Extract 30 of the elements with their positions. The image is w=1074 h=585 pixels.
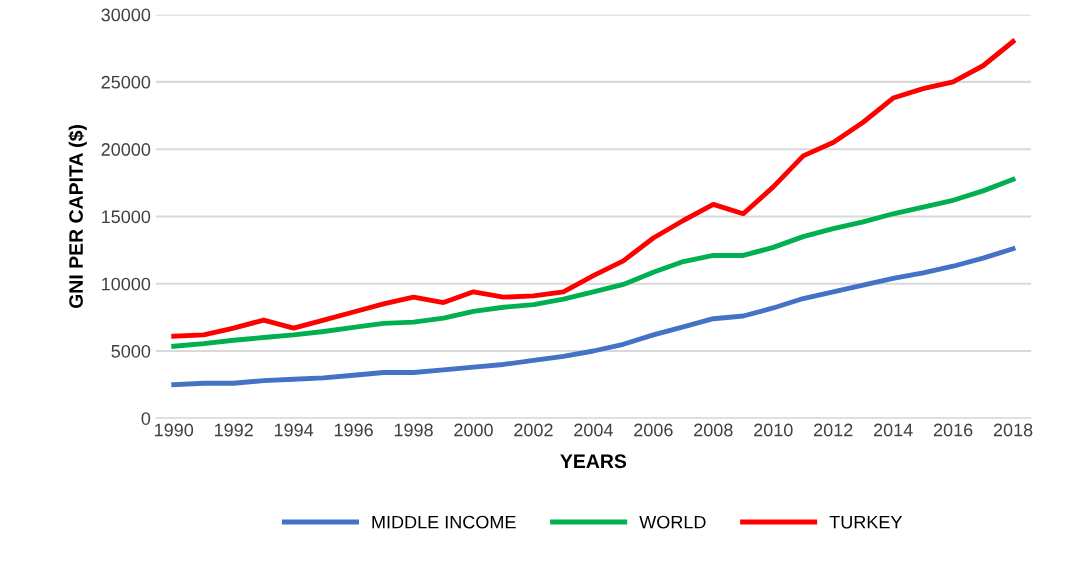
y-tick-label: 25000 [101,75,151,89]
y-tick-label: 0 [141,412,151,425]
x-tick-label: 1996 [334,423,373,437]
x-tick-label: 2010 [754,423,793,437]
x-tick-label: 2000 [454,423,493,437]
y-tick-label: 20000 [101,143,151,156]
x-tick-label: 1990 [155,423,194,437]
x-tick-label: 2012 [814,423,853,437]
line-series [171,39,1016,339]
line-series [171,246,1016,388]
legend-label: TURKEY [829,515,903,529]
legend-label: WORLD [639,515,706,529]
y-axis-title: GNI PER CAPITA ($) [68,125,87,309]
y-tick-label: 30000 [101,8,151,22]
x-tick-label: 2014 [873,423,913,437]
legend-label: MIDDLE INCOME [372,515,516,529]
x-tick-label: 2016 [933,423,973,437]
line-series [171,177,1016,349]
x-tick-label: 2006 [634,423,673,437]
x-tick-label: 1998 [394,423,433,437]
y-tick-label: 10000 [102,277,151,291]
x-tick-label: 1992 [214,423,253,437]
x-tick-label: 2018 [993,423,1033,437]
x-tick-label: 2002 [514,423,553,437]
x-tick-label: 2008 [694,423,733,437]
y-tick-label: 5000 [111,344,151,358]
x-axis-title: YEARS [560,454,627,469]
x-tick-label: 1994 [274,423,314,437]
y-tick-label: 15000 [102,210,151,224]
x-tick-label: 2004 [574,423,613,437]
